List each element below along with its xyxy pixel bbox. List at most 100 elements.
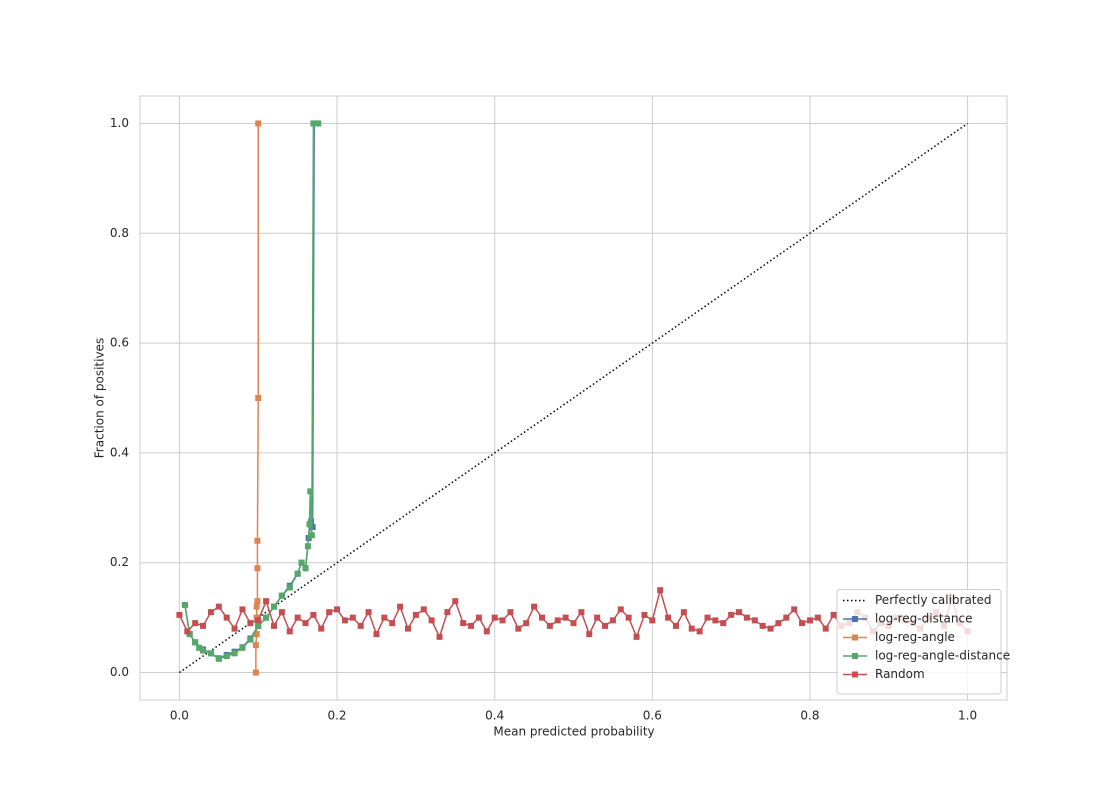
- point: [625, 614, 632, 621]
- point: [830, 611, 837, 618]
- point: [688, 625, 695, 632]
- point: [499, 617, 506, 624]
- point: [254, 537, 261, 544]
- point: [665, 614, 672, 621]
- point: [460, 620, 467, 627]
- point: [200, 647, 207, 654]
- point: [633, 633, 640, 640]
- point: [278, 609, 285, 616]
- y-tick-label: 1.0: [110, 116, 129, 130]
- point: [255, 120, 262, 127]
- point: [767, 625, 774, 632]
- point: [326, 609, 333, 616]
- legend-label: log-reg-distance: [875, 612, 972, 626]
- point: [294, 570, 301, 577]
- point: [594, 614, 601, 621]
- legend-label: log-reg-angle: [875, 630, 955, 644]
- point: [538, 614, 545, 621]
- point: [215, 603, 222, 610]
- point: [389, 620, 396, 627]
- point: [428, 617, 435, 624]
- point: [570, 620, 577, 627]
- point: [302, 565, 309, 572]
- legend-label: Perfectly calibrated: [875, 593, 992, 607]
- point: [231, 625, 238, 632]
- y-tick-label: 0.0: [110, 665, 129, 679]
- point: [562, 614, 569, 621]
- point: [223, 653, 230, 660]
- point: [247, 620, 254, 627]
- point: [404, 625, 411, 632]
- point: [192, 639, 199, 646]
- point: [207, 650, 214, 657]
- point: [263, 598, 270, 605]
- point: [310, 611, 317, 618]
- y-axis-label: Fraction of positives: [93, 338, 107, 458]
- point: [255, 395, 262, 401]
- point: [420, 606, 427, 613]
- point: [253, 603, 260, 610]
- point: [759, 622, 766, 629]
- legend-label: Random: [875, 667, 925, 681]
- point: [184, 628, 191, 635]
- point: [436, 633, 443, 640]
- point: [602, 622, 609, 629]
- point: [192, 620, 199, 627]
- y-tick-label: 0.2: [110, 555, 129, 569]
- point: [783, 614, 790, 621]
- point: [397, 603, 404, 610]
- point: [196, 644, 203, 651]
- point: [309, 524, 316, 531]
- point: [255, 617, 262, 624]
- point: [308, 532, 315, 539]
- y-tick-label: 0.6: [110, 336, 129, 350]
- point: [254, 565, 261, 572]
- point: [444, 609, 451, 616]
- point: [775, 620, 782, 627]
- legend-marker: [852, 634, 858, 641]
- point: [357, 622, 364, 629]
- point: [306, 521, 313, 528]
- point: [578, 609, 585, 616]
- point: [491, 614, 498, 621]
- point: [315, 120, 322, 127]
- point: [515, 625, 522, 632]
- point: [286, 628, 293, 635]
- point: [310, 120, 317, 127]
- point: [814, 614, 821, 621]
- point: [728, 611, 735, 618]
- point: [254, 598, 261, 605]
- point: [231, 650, 238, 657]
- point: [531, 603, 538, 610]
- series-line: [178, 122, 969, 674]
- point: [298, 559, 305, 566]
- point: [609, 617, 616, 624]
- point: [239, 606, 246, 613]
- point: [307, 488, 314, 495]
- point: [252, 642, 259, 649]
- legend-marker: [852, 616, 858, 622]
- legend-marker: [852, 671, 858, 678]
- point: [334, 606, 341, 613]
- legend-label: log-reg-angle-distance: [875, 649, 1010, 663]
- point: [412, 611, 419, 618]
- point: [341, 617, 348, 624]
- point: [452, 598, 459, 605]
- point: [286, 584, 293, 591]
- point: [672, 622, 679, 629]
- point: [791, 606, 798, 613]
- point: [304, 543, 311, 550]
- point: [546, 622, 553, 629]
- point: [247, 636, 254, 643]
- point: [720, 620, 727, 627]
- point: [239, 644, 246, 651]
- x-tick-label: 0.0: [170, 709, 189, 723]
- point: [657, 587, 664, 594]
- point: [278, 592, 285, 599]
- point: [253, 631, 260, 638]
- point: [365, 609, 372, 616]
- point: [200, 622, 207, 629]
- point: [523, 620, 530, 627]
- point: [704, 614, 711, 621]
